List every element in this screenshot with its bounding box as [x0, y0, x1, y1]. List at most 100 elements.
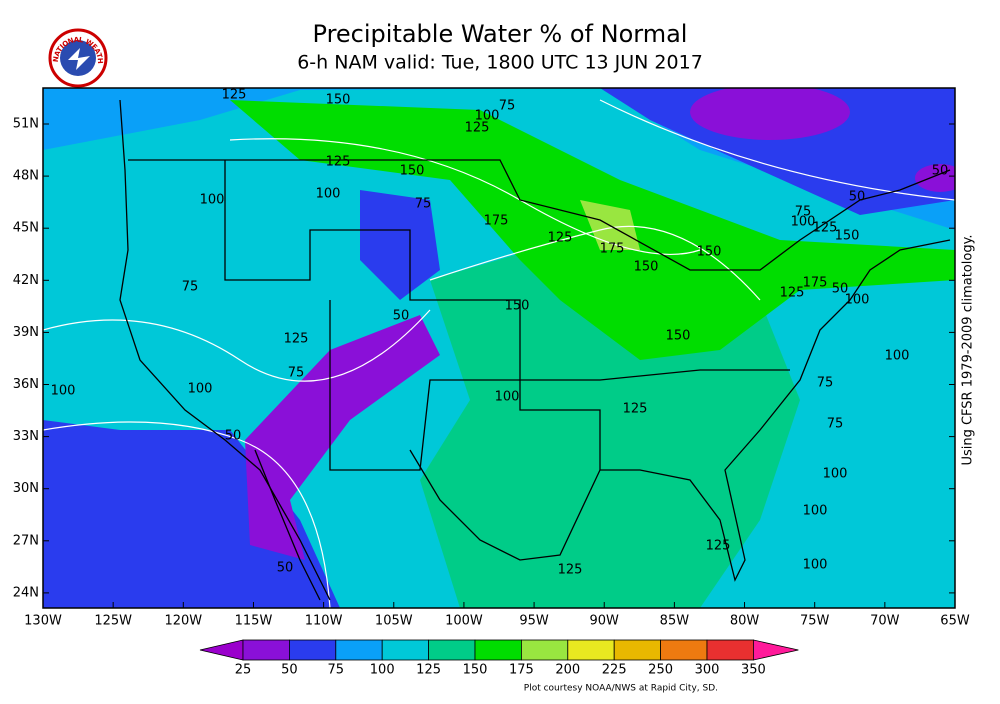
contour-label: 150	[326, 93, 351, 108]
contour-label: 100	[823, 467, 848, 482]
contour-label: 150	[400, 164, 425, 179]
contour-label: 100	[51, 384, 76, 399]
colorbar-label: 125	[416, 663, 441, 678]
colorbar-segment	[428, 639, 476, 661]
lon-label: 120W	[164, 614, 202, 629]
colorbar-arrow	[199, 639, 244, 661]
lon-label: 65W	[940, 614, 970, 629]
colorbar-label: 150	[463, 663, 488, 678]
contour-label: 75	[288, 366, 305, 381]
contour-label: 125	[813, 221, 838, 236]
lat-label: 27N	[13, 533, 39, 548]
colorbar-segment	[288, 639, 337, 661]
colorbar-label: 200	[555, 663, 580, 678]
contour-label: 75	[817, 376, 834, 391]
lon-label: 90W	[590, 614, 620, 629]
contour-label: 50	[277, 561, 294, 576]
lat-label: 51N	[13, 117, 39, 132]
contour-label: 175	[600, 242, 625, 257]
contour-label: 175	[484, 214, 509, 229]
lon-label: 115W	[235, 614, 273, 629]
colorbar-segment	[706, 639, 754, 661]
colorbar-label: 75	[328, 663, 345, 678]
lon-label: 75W	[800, 614, 830, 629]
lat-label: 39N	[13, 325, 39, 340]
contour-label: 100	[803, 504, 828, 519]
contour-label: 125	[326, 155, 351, 170]
lon-label: 110W	[305, 614, 343, 629]
contour-label: 75	[182, 280, 199, 295]
axes: 51N 48N 45N 42N 39N 36N 33N 30N 27N 24N 130W 125W 12…	[13, 117, 970, 629]
colorbar-label: 250	[648, 663, 673, 678]
contour-label: 50	[832, 282, 849, 297]
contour-label: 150	[634, 260, 659, 275]
contour-label: 75	[795, 205, 812, 220]
contour-label: 50	[225, 429, 242, 444]
colorbar-segment	[335, 639, 383, 661]
contour-label: 150	[835, 229, 860, 244]
colorbar-label: 25	[235, 663, 252, 678]
contour-label: 125	[548, 231, 573, 246]
contour-label: 75	[827, 417, 844, 432]
contour-label: 100	[200, 193, 225, 208]
colorbar-segment	[660, 639, 708, 661]
colorbar-segment	[242, 639, 290, 661]
lon-label: 80W	[730, 614, 760, 629]
contour-label: 100	[475, 109, 500, 124]
contour-label: 125	[558, 563, 583, 578]
contour-label: 50	[932, 164, 949, 179]
lat-label: 45N	[13, 221, 39, 236]
colorbar-label: 50	[281, 663, 298, 678]
contour-label: 125	[284, 332, 309, 347]
contour-label: 50	[393, 309, 410, 324]
credit: Plot courtesy NOAA/NWS at Rapid City, SD…	[524, 684, 718, 694]
colorbar-segment	[613, 639, 662, 661]
lat-label: 48N	[13, 169, 39, 184]
lat-label: 24N	[13, 585, 39, 600]
contour-label: 100	[495, 390, 520, 405]
lon-label: 130W	[24, 614, 62, 629]
climatology-note: Using CFSR 1979-2009 climatology.	[961, 234, 976, 465]
lat-label: 36N	[13, 377, 39, 392]
lon-label: 85W	[660, 614, 690, 629]
colorbar-label: 175	[509, 663, 534, 678]
contour-label: 100	[803, 558, 828, 573]
contour-label: 100	[791, 215, 816, 230]
contour-label: 150	[697, 245, 722, 260]
lon-label: 70W	[870, 614, 900, 629]
title: Precipitable Water % of Normal	[313, 20, 688, 48]
colorbar-label: 300	[695, 663, 720, 678]
subtitle: 6-h NAM valid: Tue, 1800 UTC 13 JUN 2017	[297, 52, 703, 74]
contour-label: 100	[316, 187, 341, 202]
lon-label: 105W	[375, 614, 413, 629]
lon-label: 125W	[94, 614, 132, 629]
lat-label: 42N	[13, 273, 39, 288]
colorbar-arrow	[753, 639, 799, 661]
contour-label: 125	[465, 121, 490, 136]
logo: NATIONAL WEATHER SERVICE	[0, 0, 108, 88]
contour-label: 150	[505, 299, 530, 314]
contour-label: 50	[849, 190, 866, 205]
lat-label: 33N	[13, 429, 39, 444]
map-field	[43, 88, 955, 608]
colorbar: 25 50 75 100 125 150 175 200 225 250 300 350	[199, 639, 799, 678]
contour-label: 125	[780, 286, 805, 301]
contour-label: 125	[222, 88, 247, 103]
contour-label: 125	[706, 539, 731, 554]
colorbar-segment	[474, 639, 522, 661]
lat-label: 30N	[13, 481, 39, 496]
contour-label: 125	[623, 402, 648, 417]
colorbar-label: 100	[370, 663, 395, 678]
colorbar-segment	[567, 639, 615, 661]
colorbar-segment	[521, 639, 569, 661]
contour-label: 100	[845, 293, 870, 308]
contour-label: 100	[885, 349, 910, 364]
map-frame	[42, 87, 956, 609]
colorbar-label: 350	[741, 663, 766, 678]
colorbar-segment	[381, 639, 430, 661]
colorbar-label: 225	[602, 663, 627, 678]
lon-label: 95W	[519, 614, 549, 629]
contour-label: 100	[188, 382, 213, 397]
